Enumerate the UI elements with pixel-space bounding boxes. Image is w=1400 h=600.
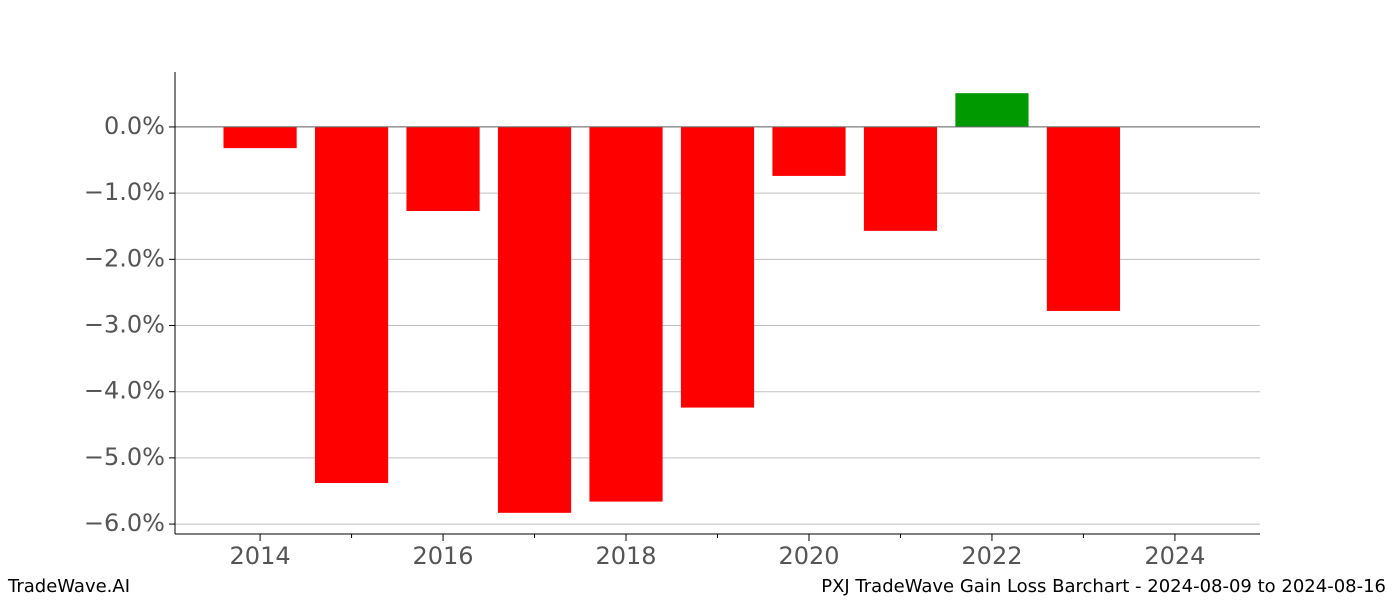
y-tick-label: −4.0%: [84, 377, 165, 405]
x-tick-label: 2014: [230, 542, 291, 570]
bar: [223, 126, 297, 149]
y-tick-label: −1.0%: [84, 178, 165, 206]
bar: [406, 126, 480, 211]
bar: [589, 126, 663, 502]
y-tick-label: −2.0%: [84, 244, 165, 272]
bar: [680, 126, 755, 408]
bar: [497, 126, 572, 513]
bar: [772, 126, 846, 176]
bar: [955, 93, 1029, 127]
chart-title: PXJ TradeWave Gain Loss Barchart - 2024-…: [821, 576, 1386, 597]
x-tick-label: 2022: [961, 542, 1022, 570]
y-tick-label: −5.0%: [84, 443, 165, 471]
bar: [1046, 126, 1121, 311]
watermark: TradeWave.AI: [7, 576, 130, 597]
y-tick-label: −3.0%: [84, 311, 165, 339]
bar: [314, 126, 389, 484]
x-tick-label: 2016: [413, 542, 474, 570]
bar: [863, 126, 938, 231]
x-tick-label: 2018: [595, 542, 656, 570]
y-tick-label: 0.0%: [104, 112, 165, 140]
x-tick-label: 2020: [778, 542, 839, 570]
x-tick-label: 2024: [1144, 542, 1205, 570]
y-tick-label: −6.0%: [84, 509, 165, 537]
